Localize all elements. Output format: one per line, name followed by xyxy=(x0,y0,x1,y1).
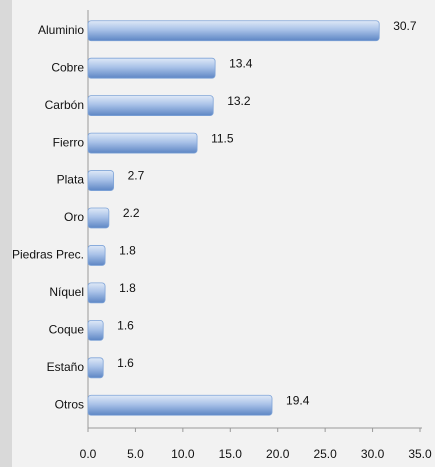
bar xyxy=(87,394,273,416)
y-tick-label: Estaño xyxy=(47,360,85,374)
value-label: 2.2 xyxy=(123,206,140,220)
x-tick-label: 15.0 xyxy=(219,447,243,461)
x-tick-label: 25.0 xyxy=(313,447,337,461)
bar xyxy=(87,282,106,304)
value-label: 13.4 xyxy=(229,56,253,70)
bar xyxy=(87,170,115,191)
y-tick-label: Fierro xyxy=(53,135,85,149)
x-tick-label: 0.0 xyxy=(80,447,97,461)
x-tick-label: 35.0 xyxy=(408,447,432,461)
x-tick-label: 30.0 xyxy=(361,447,385,461)
bar xyxy=(87,319,104,341)
bar xyxy=(87,57,216,79)
x-tick-label: 20.0 xyxy=(266,447,290,461)
bar xyxy=(87,20,380,42)
y-tick-label: Aluminio xyxy=(38,23,84,37)
y-tick-label: Coque xyxy=(49,323,85,337)
value-label: 1.6 xyxy=(117,356,134,370)
y-tick-label: Cobre xyxy=(51,60,84,74)
bar xyxy=(87,357,104,379)
value-label: 2.7 xyxy=(128,169,145,183)
value-label: 11.5 xyxy=(211,131,234,145)
bar xyxy=(87,95,214,117)
value-label: 30.7 xyxy=(393,19,417,33)
bar xyxy=(87,132,198,154)
y-tick-label: Piedras Prec. xyxy=(12,248,84,262)
y-tick-label: Plata xyxy=(57,173,85,187)
y-tick-label: Carbón xyxy=(45,98,84,112)
value-label: 13.2 xyxy=(227,94,251,108)
bar xyxy=(87,245,106,266)
bar xyxy=(87,207,110,229)
x-tick-label: 5.0 xyxy=(127,447,144,461)
y-tick-label: Otros xyxy=(55,397,84,411)
value-label: 19.4 xyxy=(286,393,310,407)
value-label: 1.6 xyxy=(117,319,134,333)
y-tick-label: Níquel xyxy=(49,285,84,299)
value-label: 1.8 xyxy=(119,281,136,295)
y-tick-label: Oro xyxy=(64,210,84,224)
x-tick-label: 10.0 xyxy=(171,447,195,461)
value-label: 1.8 xyxy=(119,244,136,258)
side-strip xyxy=(0,0,12,467)
